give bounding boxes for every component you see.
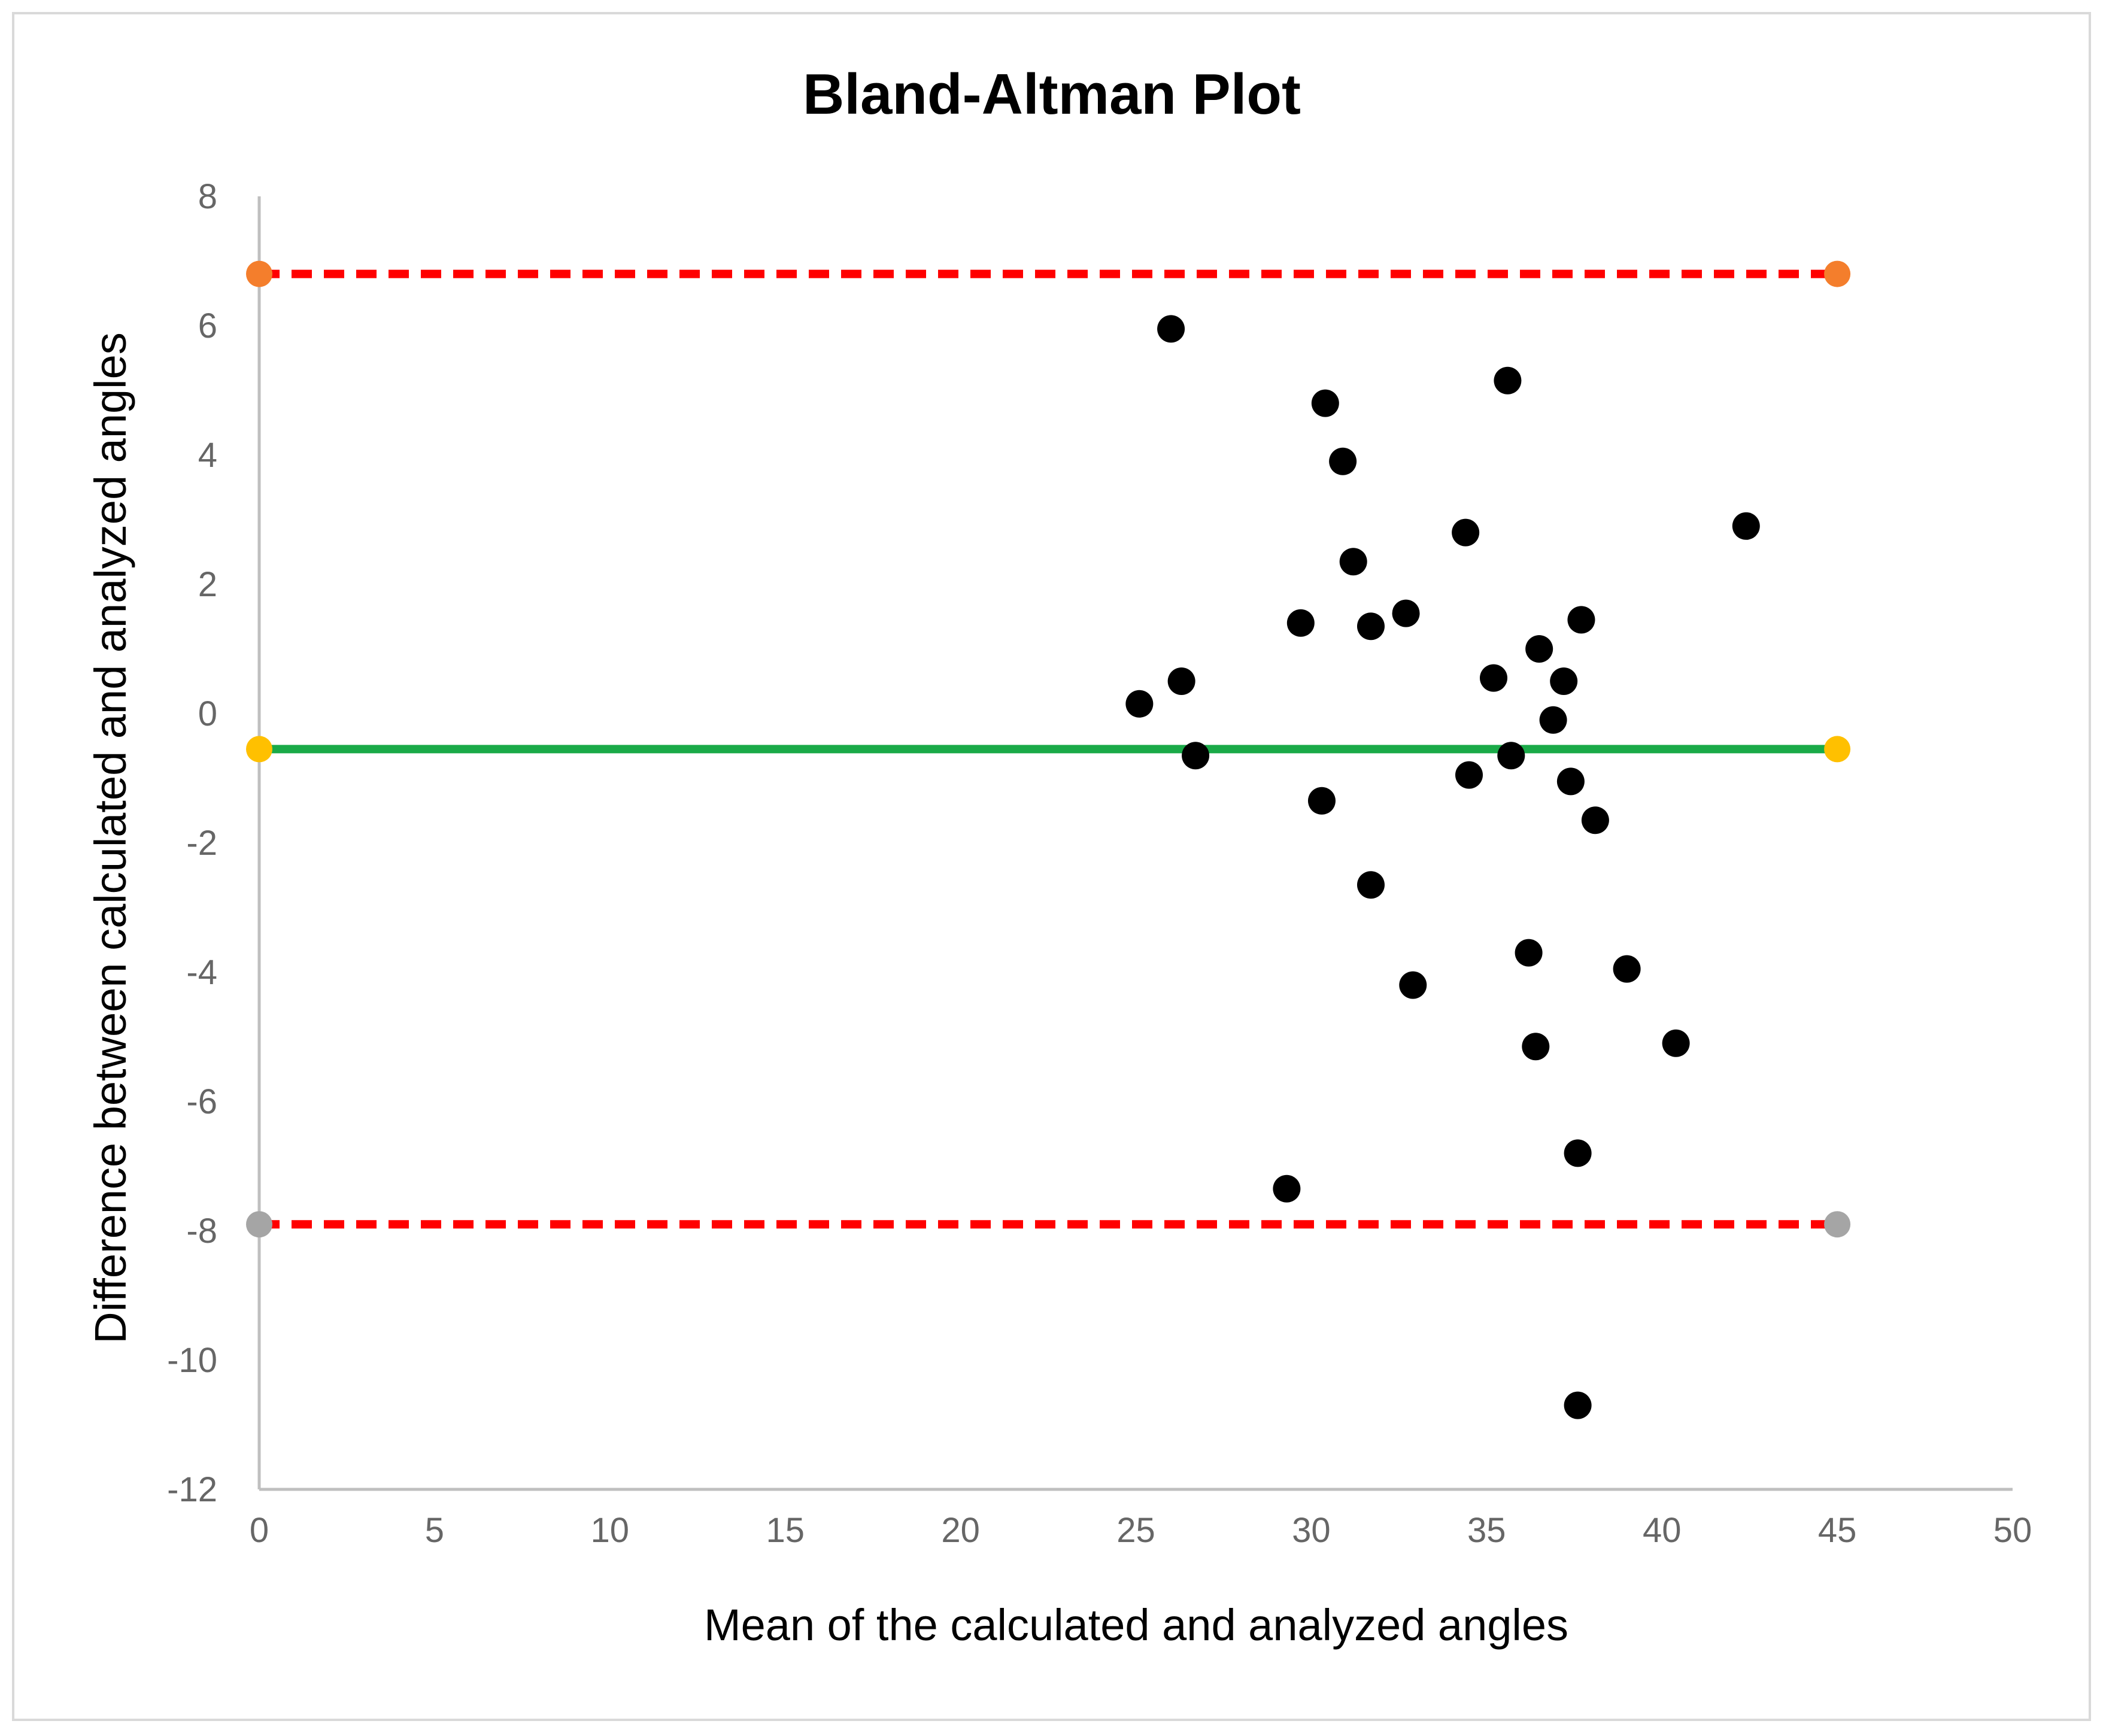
data-point: [1613, 955, 1641, 983]
data-point: [1357, 612, 1385, 641]
data-point: [1480, 664, 1508, 692]
y-tick-label: -6: [186, 1082, 217, 1121]
data-point: [1581, 806, 1609, 834]
y-tick-label: 4: [198, 436, 217, 475]
y-axis-title: Difference between calculated and analyz…: [86, 332, 135, 1343]
data-point: [1539, 706, 1567, 734]
data-point: [1357, 871, 1385, 899]
data-point: [1329, 447, 1357, 475]
data-point: [1157, 315, 1185, 343]
data-point: [1273, 1174, 1301, 1203]
data-point: [1494, 366, 1522, 394]
y-tick-label: -2: [186, 824, 217, 863]
y-tick-label: 2: [198, 565, 217, 604]
reference-marker-mean-difference: [1824, 736, 1851, 763]
x-tick-label: 30: [1292, 1511, 1331, 1550]
data-point: [1339, 548, 1367, 576]
data-point: [1455, 761, 1483, 789]
data-point: [1286, 609, 1315, 637]
reference-marker-upper-limit: [1824, 260, 1851, 287]
reference-marker-lower-limit: [1824, 1211, 1851, 1238]
x-tick-label: 35: [1467, 1511, 1506, 1550]
y-tick-label: -12: [167, 1470, 217, 1509]
reference-lines: [246, 260, 1851, 1238]
data-points: [1125, 315, 1760, 1419]
data-point: [1399, 971, 1427, 999]
data-point: [1311, 389, 1339, 417]
x-tick-label: 50: [1993, 1511, 2032, 1550]
data-point: [1567, 606, 1595, 634]
reference-marker-lower-limit: [246, 1211, 272, 1238]
x-tick-label: 5: [425, 1511, 444, 1550]
reference-marker-upper-limit: [246, 260, 272, 287]
data-point: [1307, 787, 1336, 815]
data-point: [1556, 767, 1585, 796]
y-tick-label: -10: [167, 1341, 217, 1380]
chart-border: [12, 12, 2091, 1721]
x-axis-title: Mean of the calculated and analyzed angl…: [704, 1600, 1568, 1650]
x-tick-label: 10: [591, 1511, 630, 1550]
y-tick-label: -4: [186, 953, 217, 992]
chart-title: Bland-Altman Plot: [803, 62, 1301, 126]
x-tick-label: 45: [1818, 1511, 1857, 1550]
data-point: [1497, 742, 1525, 770]
x-tick-label: 40: [1643, 1511, 1682, 1550]
data-point: [1525, 635, 1553, 663]
data-point: [1167, 667, 1195, 695]
x-tick-label: 0: [250, 1511, 269, 1550]
data-point: [1550, 667, 1578, 695]
data-point: [1564, 1139, 1592, 1167]
y-tick-label: 0: [198, 694, 217, 733]
y-tick-label: 6: [198, 306, 217, 345]
data-point: [1732, 512, 1760, 540]
data-point: [1662, 1029, 1690, 1057]
y-tick-label: 8: [198, 177, 217, 216]
data-point: [1564, 1391, 1592, 1419]
data-point: [1452, 518, 1480, 547]
data-point: [1182, 742, 1210, 770]
reference-marker-mean-difference: [246, 736, 272, 763]
y-tick-label: -8: [186, 1212, 217, 1251]
x-tick-label: 20: [941, 1511, 980, 1550]
data-point: [1515, 939, 1543, 967]
data-point: [1392, 599, 1420, 627]
data-point: [1522, 1033, 1550, 1061]
x-tick-label: 15: [766, 1511, 805, 1550]
x-tick-label: 25: [1116, 1511, 1155, 1550]
data-point: [1125, 690, 1154, 718]
